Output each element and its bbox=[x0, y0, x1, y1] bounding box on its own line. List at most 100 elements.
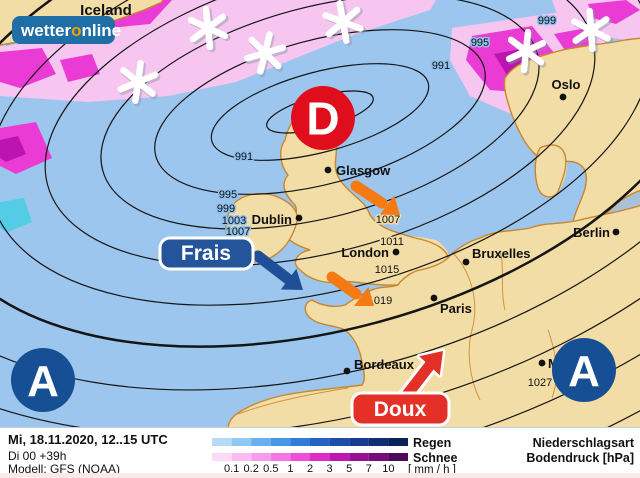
cold-air-label: Frais bbox=[181, 242, 231, 265]
isobar-label: 1015 bbox=[375, 264, 399, 276]
rain-scale-swatch bbox=[212, 438, 232, 446]
rain-scale-swatch bbox=[368, 438, 389, 446]
rain-scale-label: Regen bbox=[413, 436, 452, 450]
cold-air-arrow bbox=[252, 250, 294, 285]
svg-text:wetteronline: wetteronline bbox=[20, 21, 121, 40]
pressure-unit-label: Bodendruck [hPa] bbox=[526, 451, 634, 465]
isobar-label: 1007 bbox=[376, 214, 400, 226]
isobar-line bbox=[210, 63, 430, 161]
datetime-text: Mi, 18.11.2020, 12..15 UTC bbox=[8, 432, 168, 447]
warm-air-arrow bbox=[400, 360, 435, 402]
isobar-line bbox=[0, 0, 640, 306]
cold-air-label-box bbox=[158, 236, 255, 271]
forecast-run-text: Di 00 +39h bbox=[8, 449, 67, 463]
isobar-line bbox=[100, 0, 540, 230]
wetteronline-logo[interactable]: wetteronline bbox=[12, 16, 121, 44]
city-label: Bruxelles bbox=[472, 246, 531, 261]
isobar-labels: 991 995 999 1003 1007 999 995 991 1007 1… bbox=[215, 14, 557, 391]
scale-tick: 2 bbox=[306, 463, 314, 475]
scale-tick: 0.5 bbox=[263, 463, 279, 475]
city-dot bbox=[343, 367, 351, 375]
isobar-line-bold bbox=[0, 0, 640, 348]
city-dublin: Dublin bbox=[252, 212, 303, 227]
rain-scale-swatch bbox=[388, 438, 408, 446]
snow-scale-swatch bbox=[231, 453, 252, 461]
city-label: Dublin bbox=[252, 212, 292, 227]
isobar-label: 991 bbox=[235, 151, 253, 163]
city-label: London bbox=[341, 245, 389, 260]
city-glasgow: Glasgow bbox=[324, 163, 391, 178]
scale-tick: 0.1 bbox=[223, 463, 240, 475]
snow-area-moderate bbox=[0, 122, 52, 174]
isobar-label: 1027 bbox=[528, 377, 552, 389]
high-pressure-symbol-west: A bbox=[11, 348, 75, 412]
isobar-label: 995 bbox=[219, 189, 237, 201]
city-label: Berlin bbox=[573, 225, 610, 240]
snow-scale-swatch bbox=[388, 453, 408, 461]
isobar-label: 1003 bbox=[222, 215, 246, 227]
rain-scale-swatch bbox=[270, 438, 291, 446]
warm-air-annotation: Doux bbox=[350, 348, 451, 427]
scale-tick: 5 bbox=[346, 463, 353, 475]
scale-tick: 10 bbox=[382, 463, 395, 475]
high-pressure-letter: A bbox=[568, 347, 600, 396]
city-dot bbox=[392, 248, 400, 256]
rain-color-scale bbox=[212, 438, 408, 446]
snow-area-moderate bbox=[588, 0, 640, 24]
snow-scale-swatch bbox=[270, 453, 291, 461]
warm-air-label: Doux bbox=[374, 398, 427, 421]
scale-tick: 1 bbox=[287, 463, 294, 475]
snow-area-moderate bbox=[0, 48, 56, 88]
rain-scale-swatch bbox=[329, 438, 350, 446]
low-pressure-letter: D bbox=[306, 93, 339, 145]
city-dot bbox=[538, 359, 546, 367]
wind-arrow-south bbox=[326, 271, 374, 306]
info-bar: Mi, 18.11.2020, 12..15 UTC Di 00 +39h Mo… bbox=[0, 427, 640, 478]
city-dot bbox=[430, 294, 438, 302]
snow-scale-swatch bbox=[368, 453, 389, 461]
city-dot bbox=[295, 214, 303, 222]
city-bordeaux: Bordeaux bbox=[343, 357, 415, 375]
snow-area-heavy bbox=[0, 136, 26, 162]
snow-scale-swatch bbox=[310, 453, 330, 461]
city-label: Bordeaux bbox=[354, 357, 415, 372]
city-layer: Iceland Oslo Glasgow Dublin London Bruxe… bbox=[80, 2, 620, 375]
cold-air-annotation: Frais bbox=[158, 236, 303, 290]
model-text: Modell: GFS (NOAA) bbox=[8, 462, 121, 476]
snow-scale-swatch bbox=[212, 453, 232, 461]
high-pressure-symbol-east: A bbox=[552, 338, 616, 402]
low-pressure-symbol: D bbox=[291, 86, 355, 150]
city-dot bbox=[612, 228, 620, 236]
rain-scale-swatch bbox=[231, 438, 252, 446]
snow-color-scale bbox=[212, 453, 408, 461]
scale-tick: 7 bbox=[365, 463, 372, 475]
isobar-label: 1007 bbox=[226, 226, 250, 238]
precip-type-label: Niederschlagsart bbox=[532, 436, 634, 450]
isobar-label: 999 bbox=[538, 15, 556, 27]
city-label: Paris bbox=[440, 301, 472, 316]
wind-arrow-north bbox=[350, 180, 400, 215]
rain-scale-swatch bbox=[290, 438, 310, 446]
isobar-label: 991 bbox=[432, 60, 450, 72]
scale-tick: 3 bbox=[326, 463, 333, 475]
city-paris: Paris bbox=[430, 294, 472, 316]
sleet-area bbox=[0, 198, 32, 232]
timeline-strip bbox=[0, 473, 640, 478]
city-label: Glasgow bbox=[336, 163, 391, 178]
isobar-label: 1011 bbox=[380, 236, 404, 248]
city-bruxelles: Bruxelles bbox=[462, 246, 531, 266]
snow-scale-swatch bbox=[349, 453, 369, 461]
cold-air-arrow-head bbox=[280, 268, 303, 290]
isobar-line bbox=[0, 0, 640, 391]
warm-air-label-box bbox=[350, 391, 451, 427]
rain-scale-swatch bbox=[251, 438, 271, 446]
snow-area-moderate bbox=[60, 54, 100, 82]
rain-scale-swatch bbox=[349, 438, 369, 446]
snow-scale-swatch bbox=[251, 453, 271, 461]
city-dot bbox=[324, 166, 332, 174]
city-dot bbox=[559, 93, 567, 101]
city-london: London bbox=[341, 245, 400, 260]
isobar-line bbox=[154, 29, 486, 195]
